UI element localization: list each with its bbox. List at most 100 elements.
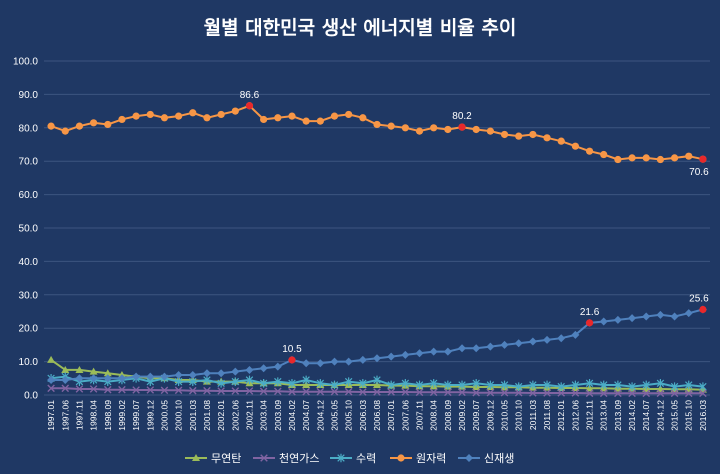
data-point	[429, 347, 438, 356]
data-point	[415, 380, 424, 390]
annotation-marker	[245, 102, 254, 110]
x-tick-label: 2014.07	[641, 400, 651, 431]
legend-marker	[337, 453, 345, 463]
data-point	[274, 377, 282, 386]
data-point	[500, 340, 509, 349]
data-point	[585, 379, 594, 388]
data-point	[458, 388, 466, 397]
y-tick-label: 40.0	[19, 257, 39, 268]
data-point	[642, 380, 650, 390]
x-tick-label: 2007.11	[415, 400, 425, 430]
data-point	[175, 112, 183, 120]
data-point	[330, 112, 339, 120]
x-tick-label: 2014.12	[655, 400, 665, 431]
chart-title: 월별 대한민국 생산 에너지별 비율 추이	[204, 17, 517, 39]
data-point	[330, 357, 339, 366]
y-tick-label: 90.0	[19, 90, 39, 101]
data-point	[189, 109, 197, 117]
x-tick-label: 2009.02	[457, 400, 467, 431]
data-point	[557, 389, 566, 397]
data-point	[302, 359, 311, 368]
data-point	[132, 386, 140, 394]
data-point	[543, 335, 552, 344]
data-point	[528, 337, 537, 346]
data-point	[316, 117, 324, 125]
data-point	[387, 122, 395, 130]
data-point	[401, 379, 410, 388]
data-point	[628, 389, 636, 398]
x-tick-label: 2014.02	[627, 400, 637, 431]
data-point	[699, 382, 707, 391]
data-point	[132, 372, 141, 381]
data-point	[288, 112, 296, 120]
data-point	[174, 370, 183, 379]
annotation-marker	[288, 356, 296, 364]
data-point	[415, 127, 424, 135]
x-tick-label: 2013.04	[599, 400, 609, 431]
legend-marker	[192, 454, 200, 461]
x-tick-label: 2015.10	[684, 400, 694, 431]
data-point	[245, 365, 254, 374]
data-point	[47, 375, 56, 384]
data-point	[401, 124, 409, 132]
data-point	[344, 357, 353, 366]
data-point	[345, 110, 353, 119]
legend-item: 무연탄	[185, 452, 241, 465]
data-point	[515, 132, 523, 140]
x-tick-label: 2010.05	[500, 400, 510, 431]
data-point	[614, 380, 622, 390]
data-point	[656, 155, 665, 164]
x-tick-label: 2011.08	[542, 400, 552, 430]
data-point	[444, 380, 452, 390]
data-point	[642, 154, 650, 162]
data-point	[543, 134, 551, 142]
data-point	[628, 314, 637, 323]
data-point	[160, 386, 169, 395]
y-tick-label: 60.0	[19, 190, 39, 201]
x-tick-label: 2000.05	[159, 400, 169, 431]
x-tick-label: 2005.10	[344, 400, 354, 431]
data-point	[260, 115, 268, 124]
data-point	[302, 375, 310, 385]
data-point	[89, 367, 98, 375]
x-tick-label: 2007.01	[386, 400, 396, 431]
data-point	[387, 388, 395, 396]
series-5	[47, 305, 707, 384]
data-point	[104, 120, 112, 129]
data-point	[585, 147, 594, 155]
data-point	[401, 388, 410, 396]
x-axis-ticks: 1997.01 1997.06 1997.11 1998.04 1998.09 1999.…	[46, 400, 708, 431]
data-point	[359, 114, 367, 122]
data-point	[245, 387, 254, 395]
data-point	[259, 379, 268, 388]
data-point	[245, 375, 254, 385]
data-point	[656, 310, 665, 319]
x-tick-label: 2008.09	[443, 400, 453, 431]
data-point	[47, 384, 55, 393]
data-point	[61, 365, 70, 373]
data-point	[146, 386, 155, 394]
y-tick-label: 80.0	[19, 123, 39, 134]
data-point	[61, 127, 69, 135]
x-tick-label: 2015.05	[670, 400, 680, 431]
data-point	[614, 389, 622, 398]
data-point	[514, 339, 523, 348]
y-tick-label: 10.0	[19, 357, 39, 368]
x-tick-label: 2007.06	[400, 400, 410, 431]
grid-lines	[44, 60, 710, 396]
data-point	[472, 344, 481, 353]
legend: 무연탄 천연가스 수력 원자력 신재생	[185, 451, 514, 465]
data-point	[571, 380, 580, 390]
data-point	[160, 114, 169, 122]
data-point	[89, 385, 98, 393]
data-point	[146, 110, 154, 119]
x-tick-label: 1999.02	[117, 400, 127, 431]
data-point	[670, 389, 679, 398]
data-point	[75, 374, 84, 383]
data-point	[316, 359, 325, 368]
y-tick-label: 30.0	[19, 290, 39, 301]
data-point	[188, 386, 197, 395]
x-tick-label: 2006.03	[358, 400, 368, 431]
data-point	[486, 380, 495, 390]
